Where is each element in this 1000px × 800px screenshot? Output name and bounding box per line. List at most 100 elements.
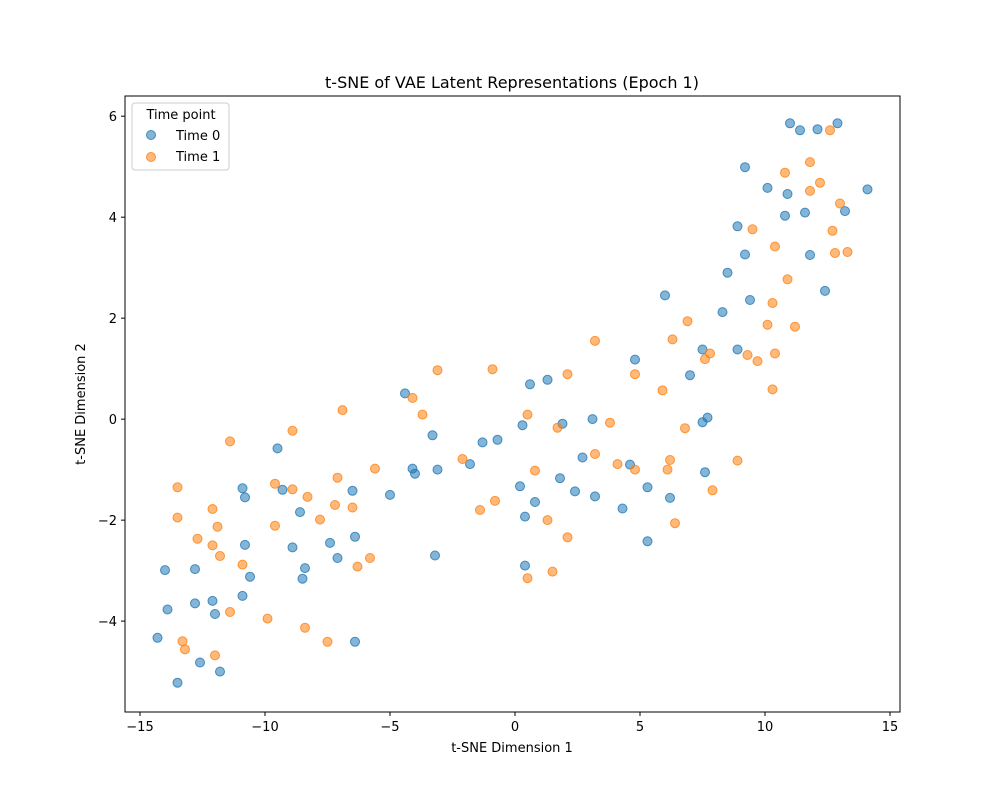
point-time-0-40	[520, 560, 530, 571]
point-time-1-72	[805, 185, 815, 196]
point-time-0-37	[517, 420, 528, 431]
point-time-1-37	[522, 573, 533, 584]
legend: Time point Time 0 Time 1	[131, 102, 230, 171]
point-time-1-25	[347, 502, 358, 513]
point-time-1-66	[767, 298, 778, 308]
point-time-1-36	[522, 409, 533, 420]
point-time-1-67	[770, 348, 780, 359]
point-time-0-70	[782, 189, 793, 199]
legend-label-time-0: Time 0	[175, 129, 220, 144]
point-time-1-77	[830, 248, 840, 258]
y-axis-label: t-SNE Dimension 2	[74, 343, 89, 465]
point-time-0-79	[862, 184, 873, 195]
y-axis: −4 −2 0 2 4 6	[98, 110, 125, 630]
point-time-0-4	[190, 564, 200, 575]
point-time-1-29	[407, 392, 418, 403]
point-time-1-39	[542, 515, 553, 526]
point-time-0-61	[717, 307, 728, 318]
x-tick-label: 15	[882, 720, 899, 735]
point-time-0-10	[237, 483, 248, 494]
point-time-1-12	[237, 559, 248, 570]
point-time-1-59	[707, 485, 718, 496]
point-time-0-64	[732, 344, 743, 355]
y-tick-label: 6	[109, 110, 117, 125]
point-time-1-64	[762, 319, 773, 330]
x-tick-label: 10	[757, 720, 774, 735]
point-time-0-60	[702, 412, 713, 423]
point-time-0-19	[297, 573, 308, 584]
point-time-1-73	[805, 157, 815, 168]
point-time-1-4	[192, 533, 203, 544]
point-time-1-0	[172, 482, 183, 493]
point-time-1-44	[590, 335, 600, 346]
point-time-1-74	[815, 177, 825, 188]
point-time-1-71	[790, 321, 800, 332]
point-time-0-14	[237, 590, 248, 601]
y-tick-label: 2	[109, 312, 117, 327]
point-time-1-78	[835, 198, 845, 209]
point-time-0-53	[642, 536, 653, 547]
point-time-1-6	[207, 540, 218, 551]
point-time-1-43	[562, 532, 573, 543]
point-time-0-8	[210, 609, 220, 619]
point-time-0-27	[400, 388, 410, 399]
point-time-1-69	[780, 167, 790, 178]
point-time-1-46	[605, 417, 615, 428]
point-time-0-13	[245, 571, 255, 582]
point-time-1-3	[180, 644, 190, 655]
point-time-0-11	[240, 492, 250, 503]
x-tick-label: −5	[380, 720, 399, 735]
point-time-1-38	[530, 465, 540, 476]
point-time-1-19	[300, 622, 310, 633]
point-time-0-41	[530, 497, 540, 507]
point-time-0-20	[300, 563, 310, 574]
point-time-1-62	[747, 224, 758, 235]
point-time-0-74	[805, 250, 815, 260]
point-time-1-17	[287, 484, 298, 495]
point-time-0-31	[432, 464, 443, 475]
point-time-1-70	[782, 274, 793, 285]
point-time-1-10	[225, 436, 235, 447]
point-time-1-26	[352, 561, 363, 572]
point-time-1-45	[590, 449, 600, 459]
point-time-0-45	[570, 486, 580, 497]
point-time-1-60	[732, 455, 743, 466]
x-tick-label: 0	[511, 720, 519, 735]
point-time-1-41	[552, 422, 563, 433]
point-time-0-18	[295, 507, 305, 518]
point-time-0-52	[642, 482, 653, 493]
point-time-1-75	[825, 125, 835, 136]
point-time-0-32	[430, 550, 440, 561]
y-tick-label: −4	[98, 615, 117, 630]
point-time-1-7	[212, 521, 223, 532]
point-time-1-42	[562, 369, 573, 380]
point-time-0-2	[160, 565, 170, 576]
point-time-1-1	[172, 512, 183, 523]
point-time-1-76	[827, 225, 838, 236]
point-time-0-16	[277, 484, 288, 495]
point-time-0-43	[555, 473, 565, 484]
point-time-1-35	[490, 495, 500, 506]
point-time-1-22	[330, 500, 340, 510]
point-time-1-11	[225, 607, 235, 617]
point-time-1-33	[475, 505, 485, 515]
point-time-1-9	[210, 650, 220, 661]
point-time-0-63	[732, 221, 743, 232]
point-time-0-25	[350, 636, 360, 647]
point-time-1-28	[370, 463, 380, 474]
point-time-1-51	[662, 464, 673, 475]
point-time-0-3	[172, 677, 183, 688]
point-time-0-21	[325, 537, 335, 548]
point-time-1-63	[752, 356, 763, 367]
point-time-0-39	[520, 511, 530, 522]
point-time-0-72	[795, 125, 805, 136]
chart-title: t-SNE of VAE Latent Representations (Epo…	[325, 73, 699, 92]
point-time-1-18	[302, 491, 313, 502]
point-time-0-22	[332, 553, 343, 563]
point-time-0-23	[347, 485, 358, 496]
y-tick-label: −2	[98, 514, 117, 529]
y-tick-label: 4	[109, 211, 117, 226]
point-time-1-13	[262, 613, 273, 624]
point-time-0-0	[152, 632, 163, 643]
